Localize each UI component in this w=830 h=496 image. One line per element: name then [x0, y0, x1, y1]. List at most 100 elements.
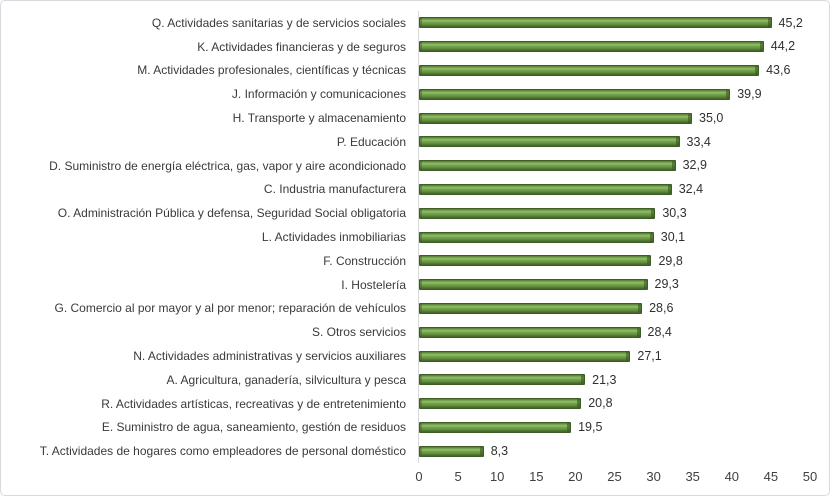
chart-row: E. Suministro de agua, saneamiento, gest… — [1, 415, 829, 440]
chart-row: A. Agricultura, ganadería, silvicultura … — [1, 367, 829, 392]
chart-row: Q. Actividades sanitarias y de servicios… — [1, 11, 829, 35]
bar — [419, 421, 572, 433]
bar — [419, 398, 582, 410]
value-label: 33,4 — [686, 134, 711, 149]
x-axis-tick-label: 50 — [802, 469, 818, 485]
chart-row: D. Suministro de energía eléctrica, gas,… — [1, 153, 829, 178]
category-label: T. Actividades de hogares como empleador… — [39, 444, 406, 459]
chart-row: M. Actividades profesionales, científica… — [1, 58, 829, 83]
x-axis-spacer — [1, 463, 418, 495]
bar-track: 19,5 — [418, 415, 809, 440]
x-axis: 0 5 10 15 20 25 30 35 40 45 50 — [1, 463, 829, 495]
value-label: 35,0 — [699, 110, 724, 125]
value-label: 8,3 — [490, 443, 509, 458]
value-label: 45,2 — [778, 15, 803, 30]
bar-track: 28,4 — [418, 320, 809, 345]
bar — [419, 326, 641, 338]
bar — [419, 183, 672, 195]
value-label: 21,3 — [592, 372, 617, 387]
chart-row: O. Administración Pública y defensa, Seg… — [1, 201, 829, 226]
value-label: 32,9 — [682, 158, 707, 173]
category-label: S. Otros servicios — [311, 325, 406, 340]
x-axis-tick-label: 0 — [415, 469, 423, 485]
chart-plot-area: Q. Actividades sanitarias y de servicios… — [1, 1, 829, 464]
x-axis-tick-label: 15 — [529, 469, 544, 485]
category-label: D. Suministro de energía eléctrica, gas,… — [49, 158, 406, 173]
chart-row: S. Otros servicios 28,4 — [1, 320, 829, 345]
x-axis-tick-label: 40 — [724, 469, 740, 485]
value-label: 32,4 — [678, 182, 704, 197]
bar — [419, 231, 654, 243]
chart-row: L. Actividades inmobiliarias 30,1 — [1, 225, 829, 249]
category-label: O. Administración Pública y defensa, Seg… — [57, 206, 406, 221]
bar-track: 27,1 — [418, 344, 809, 368]
category-label: R. Actividades artísticas, recreativas y… — [101, 396, 406, 411]
value-label: 39,9 — [737, 87, 762, 102]
bar-track: 32,9 — [418, 153, 809, 178]
value-label: 19,5 — [578, 420, 603, 435]
category-label: E. Suministro de agua, saneamiento, gest… — [101, 420, 406, 435]
bar-track: 43,6 — [418, 58, 809, 83]
chart-row: C. Industria manufacturera 32,4 — [1, 177, 829, 202]
x-axis-tick-label: 30 — [646, 469, 661, 485]
chart-row: T. Actividades de hogares como empleador… — [1, 439, 829, 464]
category-label: A. Agricultura, ganadería, silvicultura … — [166, 372, 406, 387]
bar — [419, 136, 680, 148]
category-label: Q. Actividades sanitarias y de servicios… — [151, 15, 406, 30]
chart-row: I. Hostelería 29,3 — [1, 272, 829, 297]
bar-track: 29,8 — [418, 248, 809, 273]
bar-track: 20,8 — [418, 391, 809, 416]
category-label: N. Actividades administrativas y servici… — [133, 349, 406, 364]
bar-track: 39,9 — [418, 82, 809, 107]
category-label: F. Construcción — [323, 253, 406, 268]
value-label: 28,6 — [649, 301, 674, 316]
bar-track: 33,4 — [418, 129, 809, 154]
value-label: 28,4 — [647, 325, 672, 339]
category-label: G. Comercio al por mayor y al por menor;… — [54, 301, 407, 316]
x-axis-tick-label: 5 — [454, 469, 462, 485]
bar-track: 45,2 — [418, 11, 809, 35]
x-axis-tick-label: 45 — [763, 469, 779, 485]
bar-track: 21,3 — [418, 367, 809, 392]
bar-track: 8,3 — [418, 439, 809, 464]
bar-track: 35,0 — [418, 106, 809, 130]
bar — [419, 112, 692, 124]
category-label: I. Hostelería — [341, 277, 406, 292]
bar-track: 28,6 — [418, 296, 809, 321]
x-axis-tick-label: 25 — [607, 469, 622, 485]
category-label: H. Transporte y almacenamiento — [232, 111, 406, 126]
bar — [419, 207, 656, 219]
category-label: C. Industria manufacturera — [263, 182, 406, 197]
x-axis-tick-label: 35 — [685, 469, 700, 485]
x-axis-tick-label: 10 — [489, 469, 505, 485]
chart-row: G. Comercio al por mayor y al por menor;… — [1, 296, 829, 321]
chart-row: P. Educación 33,4 — [1, 129, 829, 154]
category-label: K. Actividades financieras y de seguros — [197, 39, 406, 54]
bar — [419, 255, 652, 267]
category-label: J. Información y comunicaciones — [231, 87, 406, 102]
x-axis-ticks: 0 5 10 15 20 25 30 35 40 45 50 — [415, 463, 817, 495]
value-label: 29,8 — [658, 253, 683, 268]
bar — [419, 160, 676, 172]
value-label: 44,2 — [770, 39, 796, 54]
chart-row: J. Información y comunicaciones 39,9 — [1, 82, 829, 107]
bar — [419, 350, 631, 362]
chart-row: N. Actividades administrativas y servici… — [1, 344, 829, 368]
bar-track: 29,3 — [418, 272, 809, 297]
chart-row: R. Actividades artísticas, recreativas y… — [1, 391, 829, 416]
value-label: 43,6 — [766, 63, 791, 78]
bar-track: 32,4 — [418, 177, 809, 202]
bar — [419, 64, 760, 76]
bar — [419, 302, 643, 314]
chart-row: H. Transporte y almacenamiento 35,0 — [1, 106, 829, 130]
category-label: M. Actividades profesionales, científica… — [137, 63, 406, 78]
value-label: 20,8 — [588, 396, 613, 411]
bar — [419, 279, 648, 291]
chart-row: K. Actividades financieras y de seguros 4… — [1, 34, 829, 59]
bar-track: 30,1 — [418, 225, 809, 249]
chart-row: F. Construcción 29,8 — [1, 248, 829, 273]
bar-track: 44,2 — [418, 34, 809, 59]
category-label: P. Educación — [336, 134, 406, 149]
bar — [419, 41, 764, 53]
